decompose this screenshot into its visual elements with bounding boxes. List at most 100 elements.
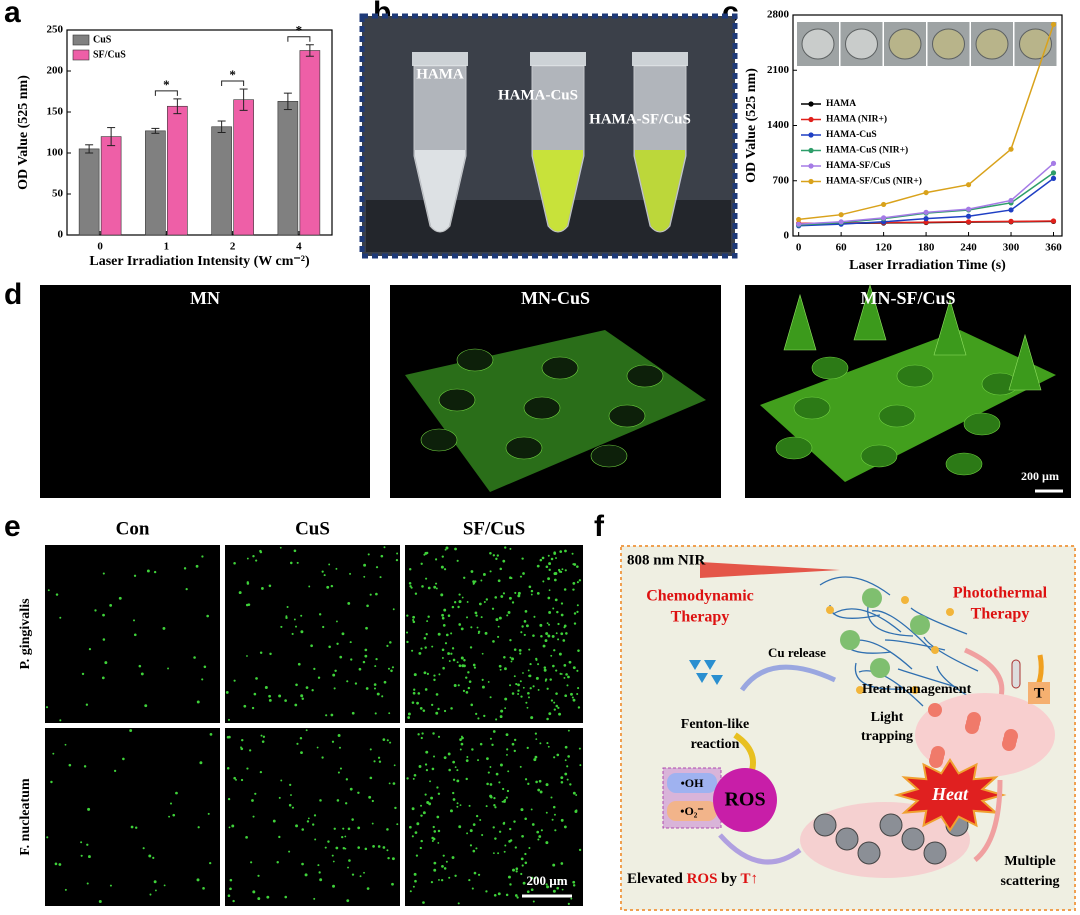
bar <box>277 101 299 236</box>
bacteria-dot <box>508 596 512 600</box>
bacteria-dot <box>564 772 568 776</box>
fluorescence-image <box>225 728 400 906</box>
bacteria-dot <box>445 546 449 550</box>
bacteria-dot <box>268 584 272 588</box>
legend-label: HAMA-CuS <box>826 130 877 140</box>
bacteria-dot <box>251 799 254 802</box>
bacteria-dot <box>418 651 422 655</box>
bar <box>299 50 321 236</box>
bacteria-dot <box>102 638 106 641</box>
bacteria-dot <box>513 820 516 823</box>
bacteria-dot <box>469 844 473 847</box>
bacteria-dot <box>382 846 386 849</box>
bacteria-dot <box>289 783 292 786</box>
bacteria-dot <box>268 698 272 702</box>
bacteria-dot <box>94 609 97 612</box>
bacteria-dot <box>347 602 351 605</box>
bacteria-dot <box>553 572 557 576</box>
bacteria-dot <box>456 559 459 562</box>
bacteria-dot <box>64 888 67 891</box>
bacteria-dot <box>521 557 524 560</box>
bacteria-dot <box>533 758 537 762</box>
bacteria-dot <box>579 764 582 767</box>
bacteria-dot <box>344 835 347 838</box>
bacteria-dot <box>420 736 423 740</box>
bacteria-dot <box>489 766 492 768</box>
bacteria-dot <box>506 753 508 756</box>
bacteria-dot <box>530 593 533 596</box>
bacteria-dot <box>246 581 249 584</box>
bacteria-dot <box>86 882 89 885</box>
bacteria-dot <box>295 824 298 828</box>
bacteria-dot <box>509 547 512 550</box>
bacteria-dot <box>393 764 396 767</box>
bacteria-dot <box>233 561 236 565</box>
bacteria-dot <box>539 790 543 794</box>
bacteria-dot <box>388 712 391 715</box>
bacteria-dot <box>531 823 535 826</box>
bacteria-dot <box>246 655 248 657</box>
bacteria-dot <box>555 632 558 635</box>
bacteria-dot <box>515 870 518 873</box>
tube-label: HAMA-SF/CuS <box>589 111 691 127</box>
bacteria-dot <box>534 755 538 759</box>
polymer-strand <box>832 608 902 633</box>
bacteria-dot <box>335 567 338 570</box>
bacteria-dot <box>546 742 549 745</box>
bacteria-dot <box>538 835 542 838</box>
bacteria-dot <box>413 673 417 677</box>
bacteria-dot <box>456 805 459 808</box>
bacteria-dot <box>502 800 506 803</box>
bacteria-dot <box>479 742 483 746</box>
x-tick-label: 360 <box>1045 242 1062 254</box>
bacteria-dot <box>568 660 572 664</box>
x-tick-label: 4 <box>296 241 302 253</box>
bacteria-dot <box>470 626 473 629</box>
tube-liquid <box>533 150 583 232</box>
bacteria-dot <box>431 840 434 843</box>
bacteria-dot <box>543 666 547 669</box>
bacteria-dot <box>563 588 567 591</box>
bacteria-dot <box>447 614 451 617</box>
bacteria-dot <box>420 647 423 650</box>
series-marker <box>796 216 802 223</box>
error-bar <box>151 127 160 134</box>
bacteria-dot <box>468 680 472 683</box>
cu-ion <box>689 660 701 670</box>
bacteria-dot <box>548 611 552 614</box>
bacteria-dot <box>497 579 501 583</box>
bacteria-dot <box>448 660 451 663</box>
bacteria-dot <box>406 614 409 617</box>
heated-particle <box>967 712 981 726</box>
bacteria-dot <box>509 883 512 886</box>
bacteria-dot <box>551 818 554 821</box>
bacteria-dot <box>261 740 265 743</box>
bacteria-dot <box>495 618 499 622</box>
bacteria-dot <box>167 667 169 670</box>
bacteria-dot <box>456 779 460 783</box>
bacteria-dot <box>573 612 577 615</box>
bacteria-dot <box>391 666 395 669</box>
bacteria-dot <box>502 787 505 791</box>
bacteria-dot <box>506 789 510 793</box>
bacteria-dot <box>269 652 272 656</box>
bacteria-dot <box>554 578 557 582</box>
tube-cap <box>530 52 586 66</box>
heated-particle <box>931 746 945 760</box>
bacteria-dot <box>413 872 417 876</box>
bacteria-dot <box>567 729 570 732</box>
bacteria-dot <box>507 610 511 614</box>
bacteria-dot <box>498 616 502 620</box>
bacteria-dot <box>330 584 334 588</box>
bacteria-dot <box>561 568 564 571</box>
bacteria-dot <box>466 756 469 758</box>
bacteria-dot <box>259 651 263 654</box>
row-label: F. nucleatum <box>18 778 33 856</box>
bacteria-dot <box>524 817 527 821</box>
bacteria-dot <box>322 625 325 629</box>
bacteria-dot <box>201 555 204 558</box>
bacteria-dot <box>132 619 136 622</box>
bacteria-dot <box>163 884 166 887</box>
bacteria-dot <box>572 582 576 585</box>
bacteria-dot <box>88 648 92 651</box>
